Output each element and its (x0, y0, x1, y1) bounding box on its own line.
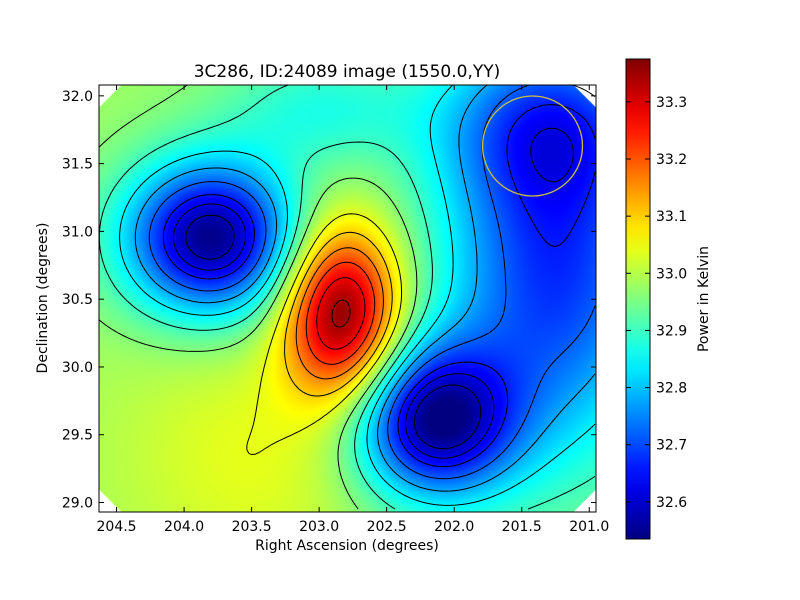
y-tick-label: 32.0 (62, 89, 93, 105)
contour-level-7 (99, 85, 418, 510)
contour-level-10 (295, 247, 384, 380)
y-tick-label: 29.0 (62, 496, 93, 512)
y-tick-label: 29.5 (62, 428, 93, 444)
colorbar-tick-label: 33.0 (656, 266, 687, 282)
contour-level-4 (134, 85, 596, 492)
colorbar-tick-label: 32.8 (656, 381, 687, 397)
contour-level-2 (162, 104, 596, 468)
y-tick-label: 30.0 (62, 360, 93, 376)
y-axis-ticks: 29.0 29.5 30.0 30.5 31.0 31.5 32.0 (62, 89, 596, 512)
x-tick-label: 202.0 (434, 519, 474, 535)
y-tick-label: 31.0 (62, 224, 93, 240)
x-tick-label: 203.0 (299, 519, 339, 535)
contour-level-11 (305, 261, 376, 365)
contour-level-8 (246, 213, 403, 455)
y-axis-label: Declination (degrees) (35, 223, 51, 374)
x-tick-label: 203.5 (232, 519, 272, 535)
colorbar-tick-label: 32.7 (656, 438, 687, 454)
contour-level-0 (185, 214, 482, 450)
colorbar-tick-label: 32.9 (656, 323, 687, 339)
x-tick-label: 204.0 (164, 519, 204, 535)
colorbar-ticks: 32.6 32.7 32.8 32.9 33.0 33.1 33.2 33.3 (626, 95, 687, 511)
contour-level-6 (99, 85, 596, 510)
heatmap-image (99, 85, 596, 512)
colorbar (625, 58, 651, 540)
x-tick-label: 204.5 (97, 519, 137, 535)
contour-level-5 (119, 85, 596, 506)
colorbar-tick-label: 33.3 (656, 95, 687, 111)
contour-lines (99, 85, 596, 510)
x-tick-label: 201.0 (569, 519, 609, 535)
x-axis-label: Right Ascension (degrees) (255, 538, 439, 554)
y-tick-label: 31.5 (62, 157, 93, 173)
plot-frame (98, 84, 597, 513)
colorbar-tick-label: 33.1 (656, 209, 687, 225)
x-tick-label: 202.5 (367, 519, 407, 535)
chart-title: 3C286, ID:24089 image (1550.0,YY) (194, 62, 501, 82)
x-tick-label: 201.5 (502, 519, 542, 535)
contour-level-9 (284, 231, 393, 397)
colorbar-label: Power in Kelvin (696, 246, 712, 352)
contour-level-12 (316, 277, 366, 350)
beam-circle-marker (481, 95, 584, 197)
x-axis-ticks: 204.5 204.0 203.5 203.0 202.5 202.0 201.5 201.0 (97, 85, 609, 535)
contour-level-3 (148, 85, 596, 480)
y-tick-label: 30.5 (62, 292, 93, 308)
contour-level-1 (173, 127, 574, 459)
colorbar-tick-label: 32.6 (656, 495, 687, 511)
contour-level-13 (331, 299, 351, 328)
colorbar-tick-label: 33.2 (656, 152, 687, 168)
